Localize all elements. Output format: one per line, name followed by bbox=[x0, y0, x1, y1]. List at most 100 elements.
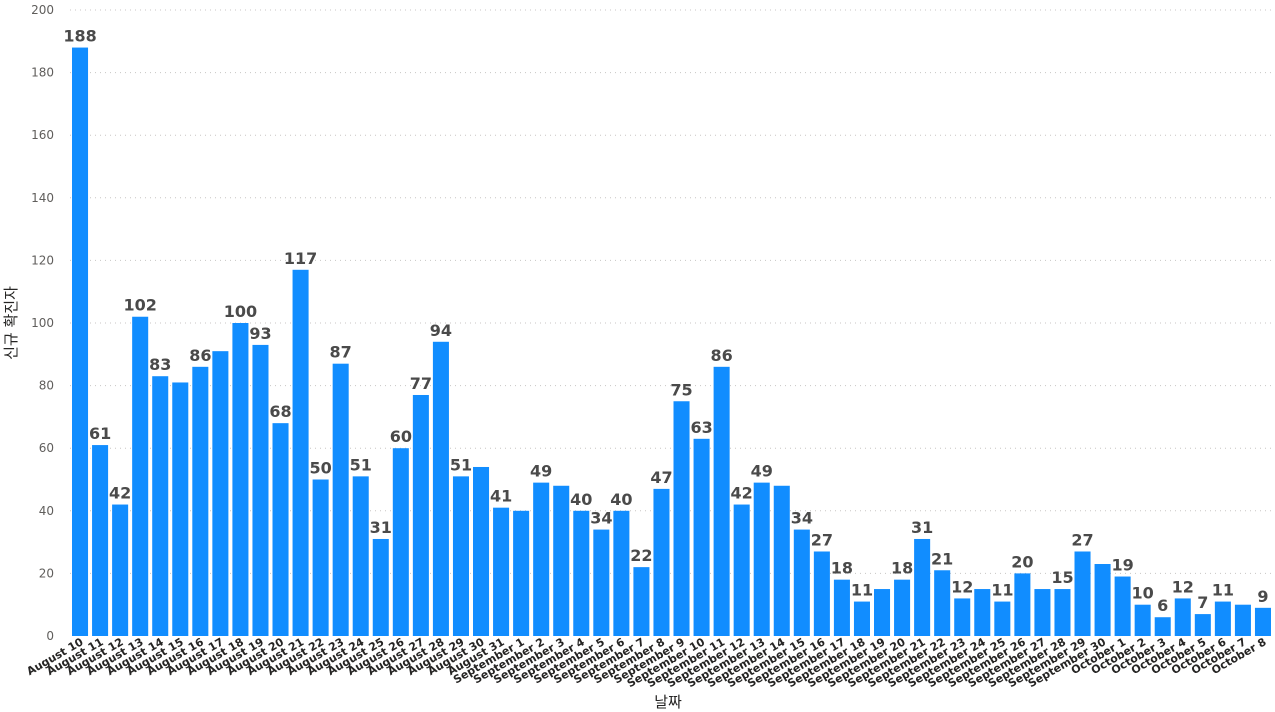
bar bbox=[252, 344, 269, 636]
bar bbox=[392, 448, 409, 636]
data-label: 34 bbox=[590, 509, 612, 528]
bar bbox=[412, 394, 429, 636]
bar bbox=[232, 323, 249, 636]
gridlines bbox=[70, 9, 1273, 574]
data-label: 15 bbox=[1051, 568, 1073, 587]
data-label: 188 bbox=[63, 27, 96, 46]
y-tick-label: 40 bbox=[39, 504, 54, 518]
data-label: 12 bbox=[1172, 577, 1194, 596]
bar bbox=[1054, 589, 1071, 636]
data-label: 93 bbox=[249, 324, 271, 343]
data-label: 63 bbox=[690, 418, 712, 437]
bar bbox=[693, 438, 710, 636]
data-label: 31 bbox=[911, 518, 933, 537]
bar bbox=[152, 376, 169, 636]
bar bbox=[312, 479, 329, 636]
y-tick-label: 160 bbox=[31, 128, 54, 142]
bar bbox=[894, 579, 911, 636]
bar bbox=[853, 601, 870, 636]
data-label: 83 bbox=[149, 355, 171, 374]
bar bbox=[452, 476, 469, 636]
bar bbox=[833, 579, 850, 636]
data-label: 34 bbox=[791, 509, 813, 528]
bar bbox=[813, 551, 830, 636]
data-label: 7 bbox=[1197, 593, 1208, 612]
bar bbox=[1014, 573, 1031, 636]
bar bbox=[1034, 589, 1051, 636]
y-tick-label: 120 bbox=[31, 253, 54, 267]
bar bbox=[573, 510, 590, 636]
data-label: 18 bbox=[891, 559, 913, 578]
data-label: 40 bbox=[610, 490, 632, 509]
data-label: 10 bbox=[1132, 584, 1154, 603]
data-label: 20 bbox=[1011, 552, 1033, 571]
data-label: 27 bbox=[811, 530, 833, 549]
data-label: 77 bbox=[410, 374, 432, 393]
data-label: 9 bbox=[1257, 587, 1268, 606]
data-label: 102 bbox=[123, 296, 156, 315]
bar bbox=[613, 510, 630, 636]
data-label: 68 bbox=[269, 402, 291, 421]
data-label: 18 bbox=[831, 559, 853, 578]
bar bbox=[633, 567, 650, 636]
y-tick-label: 80 bbox=[39, 379, 54, 393]
bar bbox=[773, 485, 790, 636]
data-label: 27 bbox=[1071, 530, 1093, 549]
data-label: 11 bbox=[851, 581, 873, 600]
bar bbox=[352, 476, 369, 636]
data-label: 51 bbox=[350, 455, 372, 474]
bar bbox=[192, 366, 209, 636]
data-label: 19 bbox=[1111, 556, 1133, 575]
bar bbox=[272, 423, 289, 636]
data-label: 61 bbox=[89, 424, 111, 443]
bar bbox=[733, 504, 750, 636]
data-label: 41 bbox=[490, 487, 512, 506]
bar bbox=[533, 482, 550, 636]
bar bbox=[713, 366, 730, 636]
data-label: 6 bbox=[1157, 596, 1168, 615]
bar bbox=[1214, 601, 1231, 636]
bar bbox=[1154, 617, 1171, 636]
bar bbox=[1134, 604, 1151, 636]
bar bbox=[653, 488, 670, 636]
bar bbox=[132, 316, 149, 636]
x-axis-title: 날짜 bbox=[654, 693, 682, 711]
y-tick-label: 200 bbox=[31, 3, 54, 17]
bar bbox=[553, 485, 570, 636]
bar bbox=[292, 269, 309, 636]
bar bbox=[513, 510, 530, 636]
bar bbox=[112, 504, 129, 636]
bar bbox=[432, 341, 449, 636]
y-tick-label: 140 bbox=[31, 191, 54, 205]
bar bbox=[372, 538, 389, 636]
bar bbox=[473, 466, 490, 636]
bar bbox=[753, 482, 770, 636]
bar bbox=[1174, 598, 1191, 636]
bar bbox=[212, 351, 229, 636]
bar bbox=[1254, 607, 1271, 636]
bar bbox=[974, 589, 991, 636]
bars bbox=[72, 47, 1271, 637]
data-label: 42 bbox=[731, 484, 753, 503]
bar bbox=[1194, 614, 1211, 636]
bar bbox=[1234, 604, 1251, 636]
bar bbox=[954, 598, 971, 636]
bar bbox=[593, 529, 610, 636]
data-label: 12 bbox=[951, 577, 973, 596]
data-label: 86 bbox=[189, 346, 211, 365]
bar bbox=[332, 363, 349, 636]
data-label: 87 bbox=[330, 343, 352, 362]
data-label: 50 bbox=[309, 459, 331, 478]
bar bbox=[994, 601, 1011, 636]
data-label: 117 bbox=[284, 249, 317, 268]
data-label: 94 bbox=[430, 321, 452, 340]
bar bbox=[793, 529, 810, 636]
y-axis-ticks: 0 20 40 60 80 100 120 140 160 180 200 bbox=[31, 3, 54, 643]
data-label: 31 bbox=[370, 518, 392, 537]
y-tick-label: 20 bbox=[39, 566, 54, 580]
y-tick-label: 100 bbox=[31, 316, 54, 330]
data-label: 21 bbox=[931, 549, 953, 568]
